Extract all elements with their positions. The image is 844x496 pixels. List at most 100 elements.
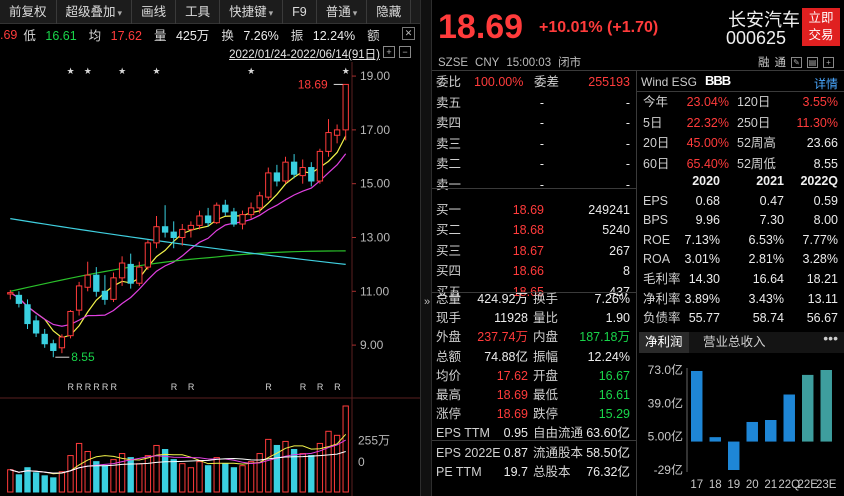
toolbar-item-1[interactable]: 超级叠加 ▾ (57, 0, 133, 24)
ma60-line (10, 218, 346, 265)
chevron-down-icon: ▾ (117, 7, 123, 18)
stat-label: 量比 (533, 311, 559, 326)
bid-label: 买四 (436, 264, 462, 279)
stat-value: 19.7 (503, 464, 528, 479)
stat-row: PE TTM 19.7 总股本 76.32亿 (434, 463, 634, 482)
stat-label: 振幅 (533, 349, 559, 364)
ask-label: 卖一 (436, 177, 462, 192)
layout-icon[interactable]: ▤ (807, 56, 818, 68)
stat-label: 总量 (436, 292, 462, 306)
stat-value: 0.95 (503, 426, 528, 441)
ask-label: 卖二 (436, 157, 462, 172)
r-marker: R (334, 382, 341, 392)
year-header: 2022Q (800, 174, 838, 188)
period-return: 65.40% (686, 156, 729, 171)
quote-amount: 额 (367, 29, 380, 43)
date-range-label[interactable]: 2022/01/24-2022/06/14(91日) (229, 49, 380, 61)
ask-volume: - (625, 157, 630, 172)
metric-label: BPS (643, 213, 669, 228)
bid-label: 买三 (436, 243, 462, 258)
ask-volume: - (625, 116, 630, 131)
metric-value: 56.67 (806, 311, 838, 326)
bid-price: 18.68 (512, 223, 544, 238)
toolbar-item-4[interactable]: 快捷键 ▾ (220, 0, 284, 24)
star-marker: ★ (67, 66, 75, 76)
candlestick (265, 167, 272, 200)
bid-label: 买二 (436, 223, 462, 238)
metric-value: 58.74 (752, 311, 784, 326)
performance-row: 60日 65.40% 52周低 8.55 (639, 154, 844, 175)
divider (636, 70, 637, 496)
stat-value: 74.88亿 (484, 349, 528, 364)
weicha-label: 委差 (534, 75, 560, 89)
stock-code: 000625 (726, 28, 787, 48)
toolbar-item-label: 隐藏 (376, 4, 402, 19)
volume-bar (273, 444, 281, 493)
stat-value: 17.62 (496, 368, 528, 383)
panel-splitter[interactable]: » (420, 0, 432, 496)
zoom-in-icon[interactable]: + (383, 46, 395, 58)
zoom-out-icon[interactable]: − (399, 46, 411, 58)
candlestick (213, 202, 220, 225)
quote-panel: 18.69 +10.01% (+1.70) 长安汽车 000625 立即 交易 … (432, 0, 844, 496)
stat-label: 最高 (436, 387, 462, 402)
bid-row: 买五 18.65 437 (434, 282, 634, 303)
stat-row: 总额 74.88亿 振幅 12.24% (434, 348, 634, 367)
divider (432, 440, 636, 441)
volume-bar (93, 461, 100, 493)
toolbar-item-6[interactable]: 普通 ▾ (317, 0, 368, 24)
add-icon[interactable]: + (823, 56, 834, 68)
quote-turnover: 换 7.26% (221, 29, 279, 43)
toolbar-item-2[interactable]: 画线 (132, 0, 177, 24)
collapse-icon[interactable]: ✕ (402, 27, 415, 40)
wind-esg-label: Wind ESG (641, 75, 698, 89)
stat-value: 63.60亿 (586, 426, 630, 441)
more-icon[interactable]: ••• (823, 330, 838, 346)
toolbar-item-label: 普通 (325, 4, 351, 19)
stat-label: PE TTM (436, 464, 482, 479)
stat-value: 424.92万 (477, 292, 528, 306)
margin-tag: 融 (758, 57, 770, 69)
trade-now-button[interactable]: 立即 交易 (802, 8, 840, 46)
volume-bar (299, 453, 306, 493)
candlestick (161, 205, 169, 238)
metric-value: 16.64 (752, 271, 784, 286)
ask-volume: - (625, 177, 630, 192)
esg-detail-link[interactable]: 详情 (813, 77, 838, 91)
stat-value: 18.69 (496, 387, 528, 402)
bid-volume: 5240 (602, 223, 630, 238)
period-return: 23.66 (806, 136, 838, 151)
volume-bar (308, 455, 315, 493)
volume-bar (161, 449, 169, 493)
candlestick (230, 207, 238, 227)
toolbar-item-label: 工具 (185, 4, 211, 19)
volume-ma20-line (10, 451, 346, 474)
candlestick (196, 210, 203, 230)
volume-bar (187, 467, 195, 493)
kline-chart[interactable]: 19.00 17.00 15.00 13.00 11.00 9.00 18.69 8.55 ★ ★… (0, 62, 420, 496)
r-marker: R (317, 382, 324, 392)
stat-value: 18.69 (496, 407, 528, 422)
metric-value: 3.43% (748, 291, 784, 306)
candlestick (110, 272, 117, 303)
volume-bar (153, 444, 160, 493)
bar-category-label: 20 (746, 479, 759, 491)
candlestick (136, 261, 143, 286)
year-header: 2020 (692, 174, 720, 188)
edit-icon[interactable]: ✎ (791, 56, 802, 68)
ask-label: 卖三 (436, 136, 462, 151)
volume-bar (41, 475, 48, 493)
toolbar-item-5[interactable]: F9 (283, 0, 317, 24)
toolbar-item-3[interactable]: 工具 (176, 0, 221, 24)
tab-net-profit[interactable]: 净利润 (639, 332, 689, 353)
candlestick (325, 119, 332, 157)
bar-y-tick: 39.0亿 (648, 395, 683, 410)
tab-total-revenue[interactable]: 营业总收入 (703, 335, 766, 349)
volume-bar (239, 465, 246, 493)
toolbar-item-7[interactable]: 隐藏 (367, 0, 412, 24)
toolbar-item-0[interactable]: 前复权 (0, 0, 57, 24)
stat-label: EPS 2022E (436, 445, 501, 460)
ask-row: 卖四 - - (434, 113, 634, 134)
expand-arrows-icon[interactable]: » (423, 296, 431, 308)
stat-value: 11928 (494, 311, 528, 326)
